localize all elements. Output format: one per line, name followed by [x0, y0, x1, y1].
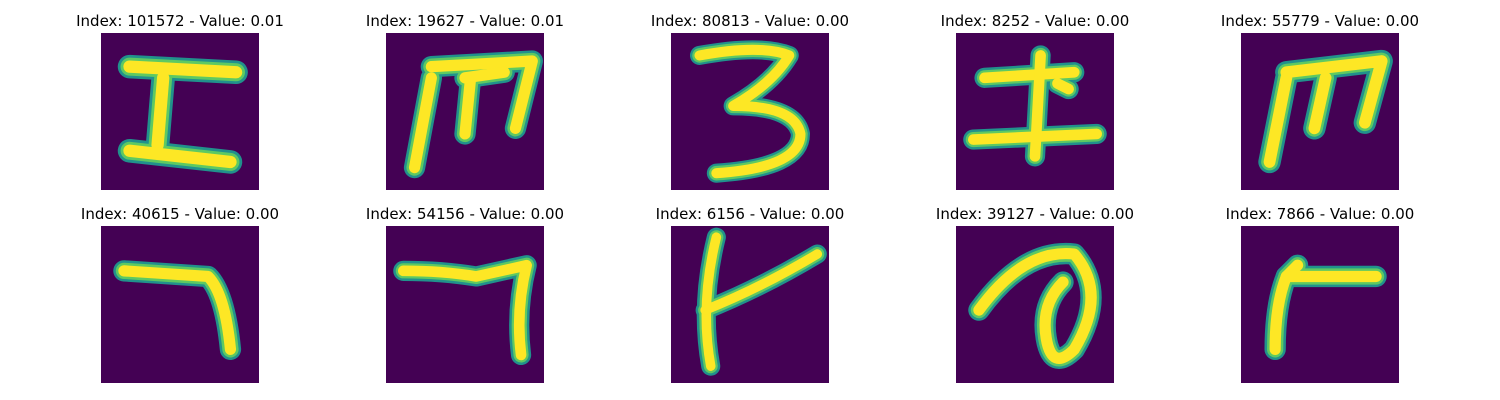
glyph-m-like [403, 50, 543, 179]
digit-image [386, 33, 544, 190]
image-panel-3: Index: 80813 - Value: 0.00 [640, 11, 860, 201]
glyph-7-like [393, 255, 537, 366]
digit-image [956, 33, 1114, 190]
glyph-i-with-dot [963, 45, 1107, 167]
panel-title: Index: 7866 - Value: 0.00 [1225, 205, 1415, 223]
panel-title: Index: 54156 - Value: 0.00 [365, 205, 565, 223]
image-panel-5: Index: 55779 - Value: 0.00 [1210, 11, 1430, 201]
digit-image [671, 33, 829, 190]
panel-title: Index: 6156 - Value: 0.00 [655, 205, 845, 223]
image-panel-9: Index: 39127 - Value: 0.00 [925, 204, 1145, 394]
panel-title: Index: 39127 - Value: 0.00 [935, 205, 1135, 223]
image-panel-4: Index: 8252 - Value: 0.00 [925, 11, 1145, 201]
digit-image [386, 226, 544, 383]
glyph-7-like [113, 260, 242, 361]
image-panel-2: Index: 19627 - Value: 0.01 [355, 11, 575, 201]
image-panel-7: Index: 54156 - Value: 0.00 [355, 204, 575, 394]
panel-title: Index: 40615 - Value: 0.00 [80, 205, 280, 223]
glyph-i-like [117, 54, 248, 174]
digit-image [101, 226, 259, 383]
glyph-m-like [1258, 49, 1393, 174]
image-panel-8: Index: 6156 - Value: 0.00 [640, 204, 860, 394]
digit-image [1241, 226, 1399, 383]
glyph-a-loop [968, 242, 1102, 369]
glyph-t-like [695, 227, 827, 376]
digit-image [956, 226, 1114, 383]
panel-title: Index: 8252 - Value: 0.00 [940, 12, 1130, 30]
digit-image [671, 226, 829, 383]
image-panel-6: Index: 40615 - Value: 0.00 [70, 204, 290, 394]
digit-image [1241, 33, 1399, 190]
image-panel-10: Index: 7866 - Value: 0.00 [1210, 204, 1430, 394]
panel-title: Index: 55779 - Value: 0.00 [1220, 12, 1420, 30]
panel-title: Index: 101572 - Value: 0.01 [76, 12, 284, 30]
panel-title: Index: 80813 - Value: 0.00 [650, 12, 850, 30]
glyph-r-like [1264, 254, 1387, 361]
glyph-3-like [690, 40, 810, 183]
digit-image [101, 33, 259, 190]
panel-title: Index: 19627 - Value: 0.01 [365, 12, 565, 30]
image-panel-1: Index: 101572 - Value: 0.01 [70, 11, 290, 201]
